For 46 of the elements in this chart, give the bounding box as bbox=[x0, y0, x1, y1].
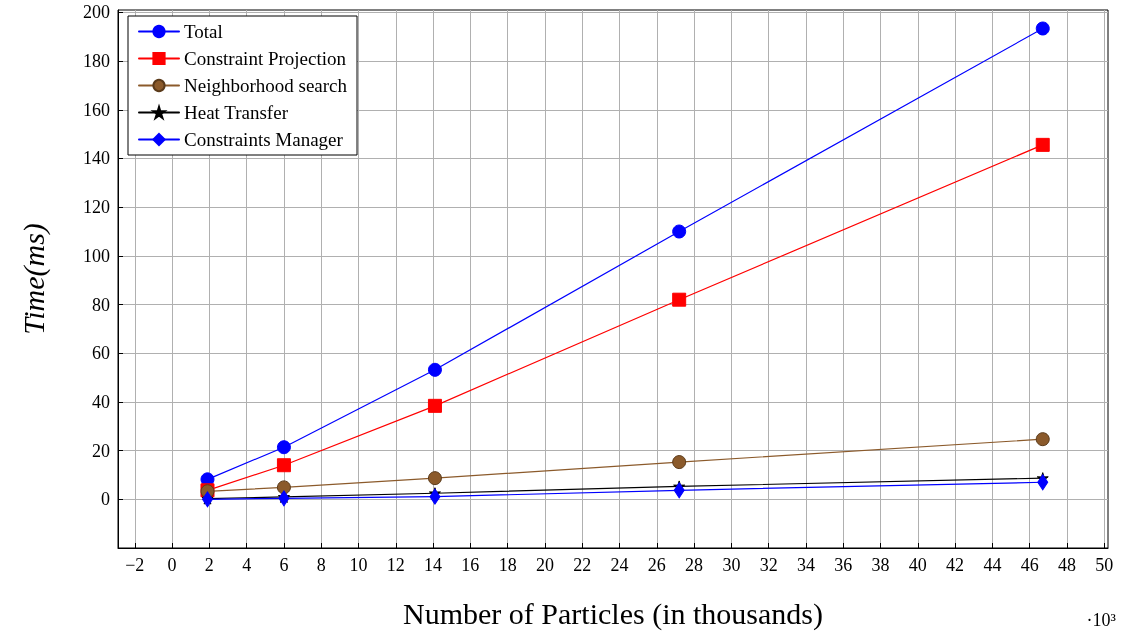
x-tick-label: 24 bbox=[610, 555, 629, 575]
x-tick-label: 26 bbox=[647, 555, 666, 575]
x-tick-label: 28 bbox=[685, 555, 704, 575]
x-tick-label: 16 bbox=[461, 555, 480, 575]
x-tick-label: 40 bbox=[908, 555, 927, 575]
x-tick-label: 44 bbox=[983, 555, 1002, 575]
x-tick-label: −2 bbox=[125, 555, 145, 575]
x-tick-label: 8 bbox=[316, 555, 326, 575]
y-axis-title: Time(ms) bbox=[16, 223, 51, 335]
x-tick-label: 32 bbox=[759, 555, 778, 575]
y-tick-label: 120 bbox=[83, 197, 110, 218]
x-tick-label: 30 bbox=[722, 555, 741, 575]
x-tick-label: 50 bbox=[1095, 555, 1114, 575]
x-tick-label: 12 bbox=[386, 555, 405, 575]
legend-label: Total bbox=[184, 21, 223, 42]
legend-label: Constraints Manager bbox=[184, 129, 344, 150]
x-tick-label: 0 bbox=[167, 555, 177, 575]
x-tick-label: 46 bbox=[1020, 555, 1039, 575]
x-tick-label: 20 bbox=[535, 555, 554, 575]
x-tick-label: 2 bbox=[204, 555, 214, 575]
y-tick-label: 180 bbox=[83, 51, 110, 72]
x-tick-label: 10 bbox=[349, 555, 368, 575]
y-tick-label: 160 bbox=[83, 99, 110, 120]
x-tick-label: 22 bbox=[573, 555, 592, 575]
legend-label: Neighborhood search bbox=[184, 75, 348, 96]
x-tick-label: 38 bbox=[871, 555, 890, 575]
y-tick-label: 140 bbox=[83, 148, 110, 169]
x-tick-label: 18 bbox=[498, 555, 517, 575]
x-tick-label: 48 bbox=[1057, 555, 1076, 575]
x-tick-label: 36 bbox=[834, 555, 853, 575]
y-tick-label: 60 bbox=[92, 343, 110, 364]
y-tick-label: 80 bbox=[92, 294, 110, 315]
y-tick-label: 20 bbox=[92, 440, 110, 461]
x-tick-label: 14 bbox=[424, 555, 443, 575]
x-axis-title: Number of Particles (in thousands) bbox=[403, 596, 823, 631]
x-tick-label: 6 bbox=[279, 555, 289, 575]
x-tick-label: 4 bbox=[242, 555, 252, 575]
legend-label: Constraint Projection bbox=[184, 48, 347, 69]
legend-label: Heat Transfer bbox=[184, 102, 289, 123]
y-tick-label: 40 bbox=[92, 391, 110, 412]
y-tick-label: 200 bbox=[83, 2, 110, 23]
x-tick-label: 42 bbox=[946, 555, 965, 575]
text: ·10³ bbox=[1086, 610, 1117, 630]
y-tick-label: 0 bbox=[101, 489, 110, 510]
y-tick-label: 100 bbox=[83, 245, 110, 266]
x-tick-label: 34 bbox=[796, 555, 815, 575]
